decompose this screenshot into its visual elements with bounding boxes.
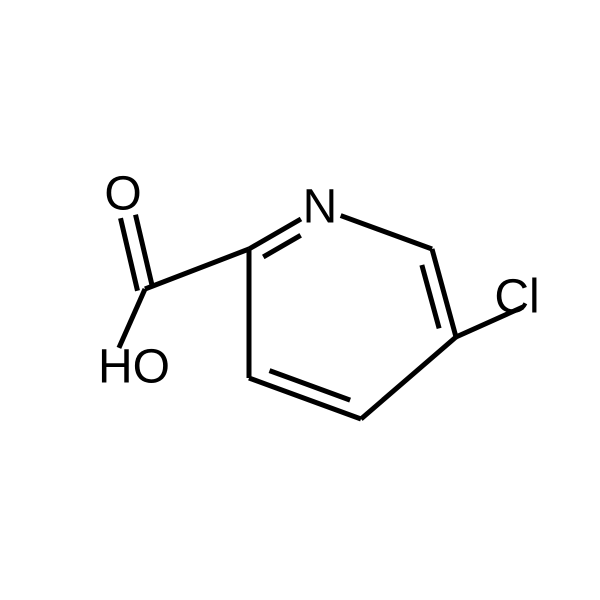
atom-label-o2: HO [98,341,170,394]
atom-label-cl: Cl [494,271,539,324]
bond [145,249,249,289]
bonds-layer [119,215,523,419]
bond [249,219,301,249]
bond [361,337,456,419]
bond [136,215,153,288]
atom-label-o1: O [104,168,141,221]
atom-label-n1: N [303,181,338,234]
molecule-canvas: N O HO Cl [0,0,600,600]
bond [119,289,145,348]
bond [269,371,350,401]
bond [121,218,138,291]
bond [341,216,432,249]
